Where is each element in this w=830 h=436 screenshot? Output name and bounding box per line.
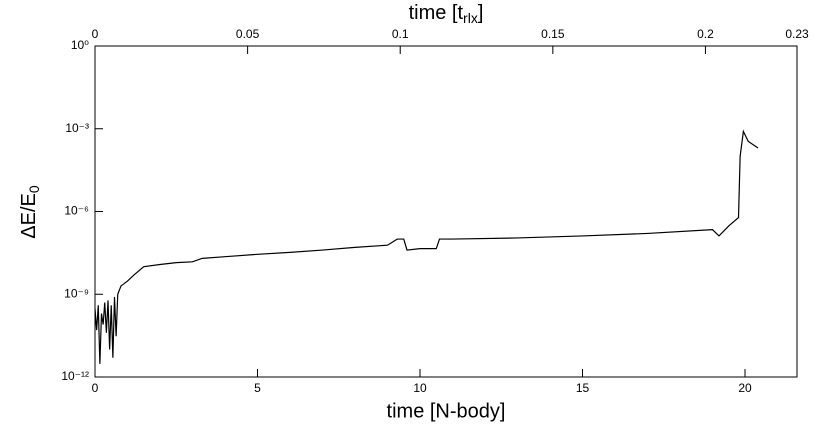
x2-label-end: ] (478, 2, 484, 24)
y-label-text: ΔE/E (18, 193, 40, 239)
y-tick-label: 10⁻¹² (61, 369, 89, 383)
x2-tick-label: 0.15 (541, 27, 565, 41)
x2-label-text: time [t (409, 2, 464, 24)
y-tick-label: 10⁻³ (65, 121, 89, 135)
x2-tick-label: 0.1 (392, 27, 409, 41)
plot-frame (94, 45, 798, 378)
data-line (94, 129, 759, 364)
x-tick-label: 10 (413, 381, 427, 395)
x-tick-label: 15 (576, 381, 590, 395)
x2-tick-label: 0.05 (236, 27, 260, 41)
x-axis-label: time [N-body] (387, 400, 506, 422)
x-tick-label: 0 (92, 381, 99, 395)
x2-tick-label: 0 (92, 27, 99, 41)
y-axis-label: ΔE/E0 (18, 185, 41, 239)
x2-label-sub: rlx (463, 10, 478, 26)
x2-tick-label: 0.2 (697, 27, 714, 41)
x2-tick-label: 0.23 (785, 27, 809, 41)
x2-axis-label: time [trlx] (409, 2, 484, 25)
y-tick-label: 10⁻⁹ (64, 286, 89, 300)
x-tick-label: 5 (254, 381, 261, 395)
x-tick-label: 20 (738, 381, 752, 395)
y-tick-label: 10⁰ (71, 38, 89, 52)
y-tick-label: 10⁻⁶ (64, 204, 89, 218)
y-label-sub: 0 (26, 185, 42, 193)
